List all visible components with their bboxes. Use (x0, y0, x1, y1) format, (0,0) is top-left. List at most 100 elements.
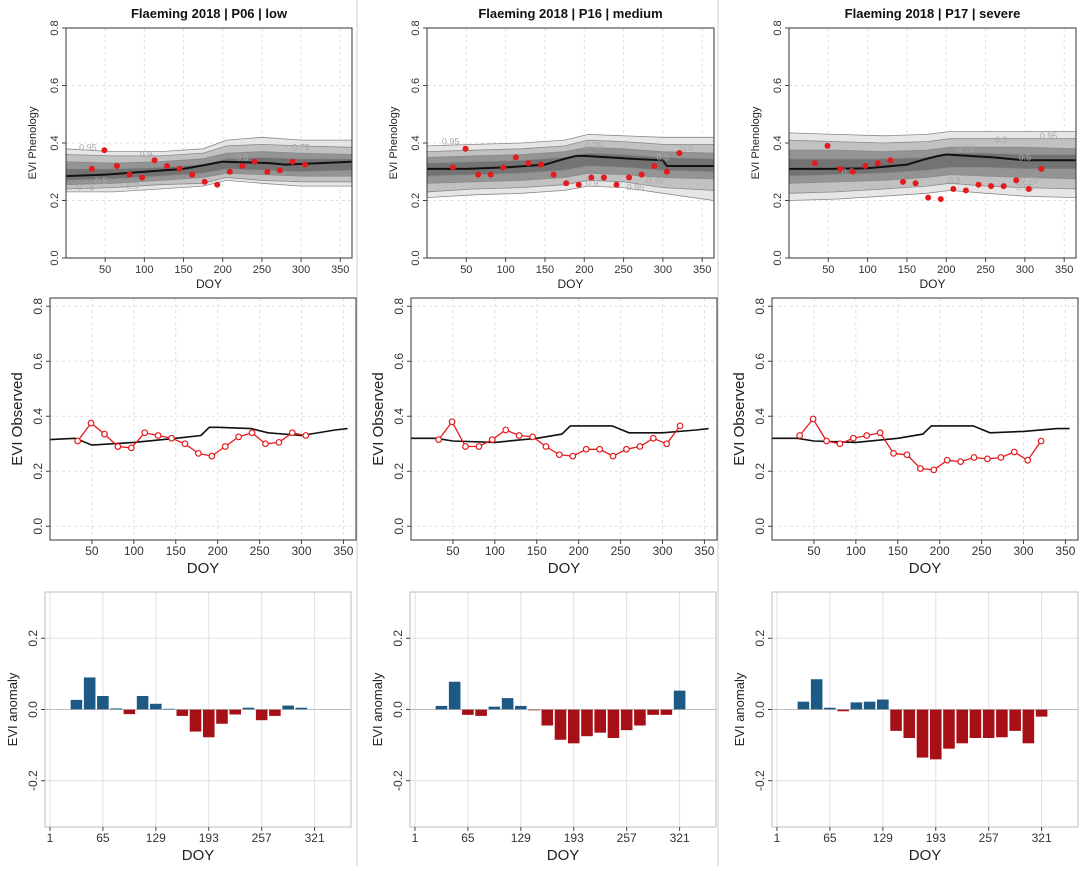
anomaly-bar (242, 707, 255, 710)
x-tick-label: 200 (214, 264, 232, 276)
y-tick-label: 0.8 (31, 298, 45, 315)
anomaly-bar (996, 709, 1008, 738)
panel-phenology-p06: 0.950.90.50.75 0.90.750.550 100 150 200 250 30… (27, 6, 353, 291)
x-axis-label: DOY (182, 847, 215, 864)
observed-point (176, 165, 183, 172)
x-tick-label: 250 (976, 264, 994, 276)
observed-point (448, 418, 456, 426)
observed-point (962, 187, 969, 194)
observed-point (613, 181, 620, 188)
observed-point (890, 449, 897, 457)
observed-point (449, 164, 456, 171)
observed-point (876, 429, 884, 437)
y-tick-label: 0.0 (391, 701, 405, 718)
x-tick-label: 257 (252, 831, 272, 845)
x-tick-label: 50 (822, 264, 834, 276)
y-tick-label: 0.0 (753, 701, 767, 718)
observed-point (1010, 448, 1018, 456)
observed-point (950, 186, 957, 192)
observed-point (900, 178, 907, 185)
y-axis-label: EVI Observed (731, 372, 748, 465)
observed-point (997, 454, 1005, 461)
x-tick-label: 300 (1016, 264, 1034, 276)
x-tick-label: 300 (1013, 544, 1033, 558)
observed-point (1038, 165, 1045, 172)
x-tick-label: 200 (930, 544, 950, 558)
x-tick-label: 350 (693, 264, 711, 276)
panel-observed-p06: 50 100 150 200 250 300 350 0.0 0.2 0.4 0.6 0.8 DOY EV… (9, 297, 357, 577)
observed-point (563, 180, 570, 187)
anomaly-bar (554, 709, 567, 740)
x-tick-label: 50 (446, 544, 460, 558)
anomaly-bar (83, 677, 96, 710)
anomaly-bar (528, 709, 540, 711)
band-label: 0.9 (586, 178, 599, 188)
anomaly-bar (810, 679, 823, 710)
anomaly-bar (673, 690, 686, 710)
observed-point (1037, 437, 1045, 445)
band-label: 0.5 (95, 176, 108, 186)
anomaly-bar (1035, 709, 1048, 717)
observed-point (988, 183, 995, 190)
chart-title: Flaeming 2018 | P17 | severe (845, 6, 1021, 21)
band-label: 0.75 (957, 144, 975, 154)
observed-point (235, 433, 243, 441)
anomaly-bar (202, 709, 215, 738)
anomaly-bar (607, 709, 620, 738)
y-tick-label: 0.4 (753, 408, 767, 425)
observed-point (874, 160, 881, 167)
x-tick-label: 1 (774, 831, 781, 845)
observed-point (1025, 186, 1032, 192)
observed-point (529, 433, 536, 441)
x-axis-label: DOY (919, 277, 945, 291)
observed-point (276, 167, 283, 174)
y-tick-label: 0.2 (410, 193, 422, 208)
observed-point (525, 160, 532, 167)
observed-point (811, 160, 818, 167)
observed-point (588, 174, 595, 181)
observed-point (957, 458, 965, 466)
x-tick-label: 100 (135, 264, 153, 276)
anomaly-bar (176, 709, 189, 716)
observed-point (251, 158, 258, 165)
x-tick-label: 129 (511, 831, 531, 845)
y-tick-label: 0.2 (772, 193, 784, 208)
y-tick-label: 0.2 (392, 463, 406, 480)
observed-point (863, 432, 871, 439)
x-tick-label: 129 (873, 831, 893, 845)
anomaly-bar (647, 709, 659, 715)
y-tick-label: 0.0 (410, 250, 422, 265)
anomaly-bar (150, 703, 162, 710)
observed-point (849, 168, 856, 175)
observed-point (201, 178, 208, 185)
observed-point (475, 171, 482, 178)
x-axis-label: DOY (187, 560, 220, 577)
chart-title: Flaeming 2018 | P06 | low (131, 6, 288, 21)
y-tick-label: 0.6 (392, 353, 406, 370)
y-axis-label: EVI Phenology (750, 106, 762, 179)
x-axis-label: DOY (548, 560, 581, 577)
observed-point (515, 432, 523, 439)
observed-point (575, 181, 582, 188)
anomaly-bar (435, 705, 448, 710)
observed-point (626, 174, 633, 181)
observed-point (127, 444, 135, 452)
observed-point (984, 455, 991, 463)
observed-point (623, 445, 630, 453)
plot-frame (49, 297, 357, 541)
band-label: 0.95 (1040, 131, 1058, 141)
x-tick-label: 50 (99, 264, 111, 276)
observed-point (925, 194, 932, 201)
median-line (427, 154, 714, 170)
plot-frame (410, 297, 718, 541)
anomaly-bar (1009, 709, 1021, 731)
observed-point (809, 415, 817, 423)
observed-point (1024, 456, 1032, 464)
y-tick-label: 0.4 (772, 135, 784, 150)
median-line (789, 153, 1076, 170)
observed-point (221, 443, 229, 450)
observed-point (836, 440, 844, 448)
anomaly-bar (269, 709, 281, 716)
observed-point (596, 445, 604, 453)
